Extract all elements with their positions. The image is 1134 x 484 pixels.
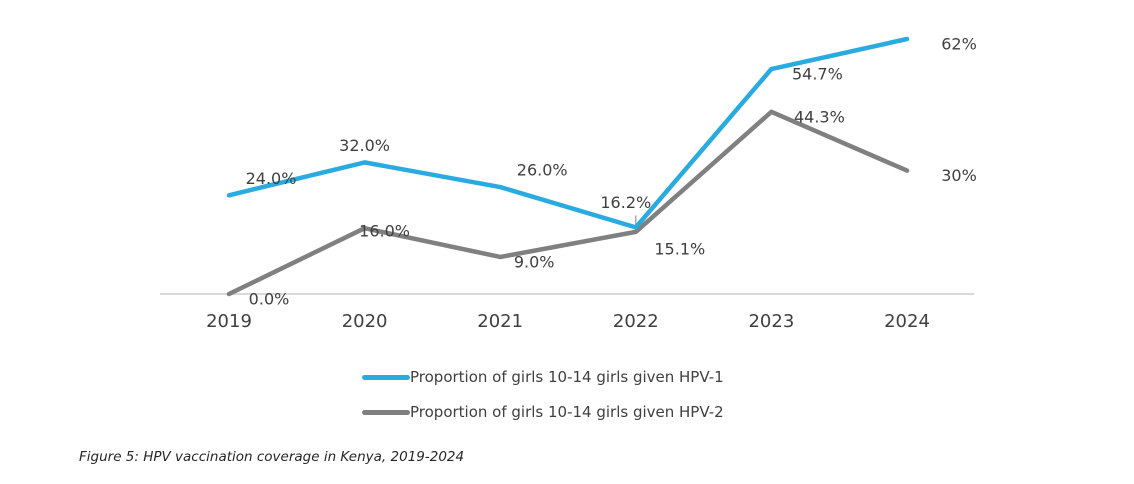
series-line-hpv1 [226,36,910,230]
data-label-hpv2: 16.0% [359,222,410,241]
x-tick-label: 2021 [477,311,523,332]
legend-label-hpv2: Proportion of girls 10-14 girls given HP… [410,403,724,421]
legend-item-hpv1: Proportion of girls 10-14 girls given HP… [362,366,724,388]
x-tick-label: 2024 [884,311,930,332]
data-label-hpv2: 15.1% [654,239,705,258]
x-tick-label: 2022 [613,311,659,332]
x-tick-label: 2020 [342,311,388,332]
x-tick-label: 2023 [748,311,794,332]
legend: Proportion of girls 10-14 girls given HP… [362,366,724,436]
x-tick-label: 2019 [206,311,252,332]
legend-item-hpv2: Proportion of girls 10-14 girls given HP… [362,401,724,423]
data-label-hpv1: 26.0% [517,161,568,180]
data-label-hpv2: 44.3% [794,107,845,126]
series-line-hpv2 [226,109,910,297]
legend-label-hpv1: Proportion of girls 10-14 girls given HP… [410,368,724,386]
legend-swatch-hpv1 [362,374,410,380]
data-label-hpv1: 54.7% [792,65,843,84]
data-label-hpv2: 30% [941,166,977,185]
data-label-hpv2: 0.0% [249,290,290,309]
data-label-hpv1: 24.0% [246,169,297,188]
line-chart: 2019 2020 2021 2022 2023 2024 24.0% 32.0% 26.0%… [160,35,977,332]
data-label-hpv1: 16.2% [600,193,651,212]
data-label-hpv1: 62% [941,35,977,54]
data-label-hpv1: 32.0% [339,136,390,155]
data-label-hpv2: 9.0% [514,252,555,271]
legend-swatch-hpv2 [362,409,410,415]
figure-caption: Figure 5: HPV vaccination coverage in Ke… [79,449,465,465]
